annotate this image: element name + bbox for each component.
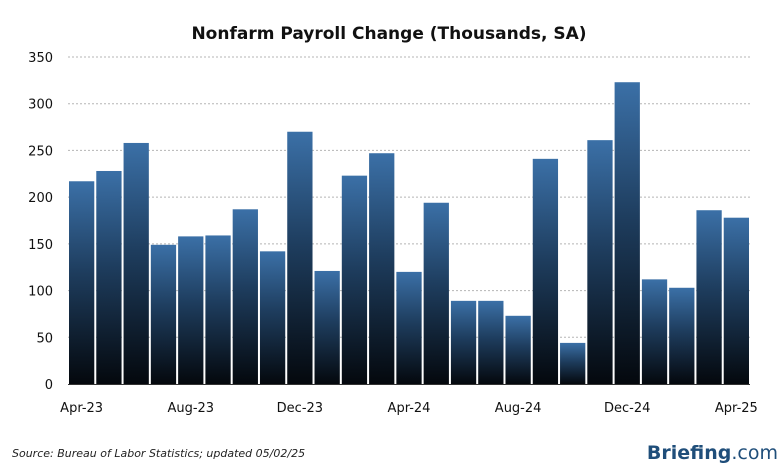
bar-may-24 [423,202,449,384]
bar-apr-23 [69,181,95,384]
bar-nov-24 [587,140,613,384]
source-note: Source: Bureau of Labor Statistics; upda… [12,447,305,460]
y-tick-label: 100 [28,285,53,300]
bar-dec-24 [614,82,640,385]
bar-feb-25 [669,287,695,384]
x-tick-label: Dec-23 [277,401,323,416]
y-tick-label: 0 [45,378,53,393]
bar-jul-24 [478,300,504,384]
x-axis-ticks: Apr-23 Aug-23 Dec-23 Apr-24 Aug-24 Dec-24 Apr-… [60,401,758,416]
bar-sep-24 [532,158,559,384]
y-tick-label: 250 [28,144,53,159]
x-tick-label: Apr-25 [715,401,758,416]
bar-jan-24 [314,270,340,384]
bar-apr-25 [723,217,749,384]
bars [69,82,749,385]
x-tick-label: Aug-24 [495,401,542,416]
bar-may-23 [96,170,122,384]
chart-title: Nonfarm Payroll Change (Thousands, SA) [191,24,586,44]
y-tick-label: 300 [28,98,53,113]
x-tick-label: Dec-24 [604,401,650,416]
y-tick-label: 50 [36,331,53,346]
x-tick-label: Apr-24 [388,401,431,416]
brand-logo: Briefing.com [647,442,778,464]
y-tick-label: 350 [28,51,53,66]
bar-dec-23 [287,131,313,384]
brand-bold: Briefing [647,442,731,464]
bar-mar-24 [369,153,395,384]
brand-suffix: .com [731,442,778,464]
x-tick-label: Apr-23 [60,401,103,416]
bar-aug-24 [505,315,531,384]
bar-nov-23 [259,251,286,384]
x-tick-label: Aug-23 [167,401,214,416]
bar-sep-23 [205,235,231,384]
y-axis-ticks: 0 50 100 150 200 250 300 350 [28,51,53,393]
bar-jun-23 [123,142,149,384]
bar-oct-23 [232,209,258,384]
y-tick-label: 200 [28,191,53,206]
bar-jan-25 [641,279,668,384]
bar-jul-23 [150,244,177,384]
bar-jun-24 [450,300,477,384]
bar-apr-24 [396,271,422,384]
y-tick-label: 150 [28,238,53,253]
bar-aug-23 [178,236,204,384]
bar-mar-25 [696,210,722,384]
bar-feb-24 [341,175,368,384]
bar-oct-24 [560,342,586,384]
